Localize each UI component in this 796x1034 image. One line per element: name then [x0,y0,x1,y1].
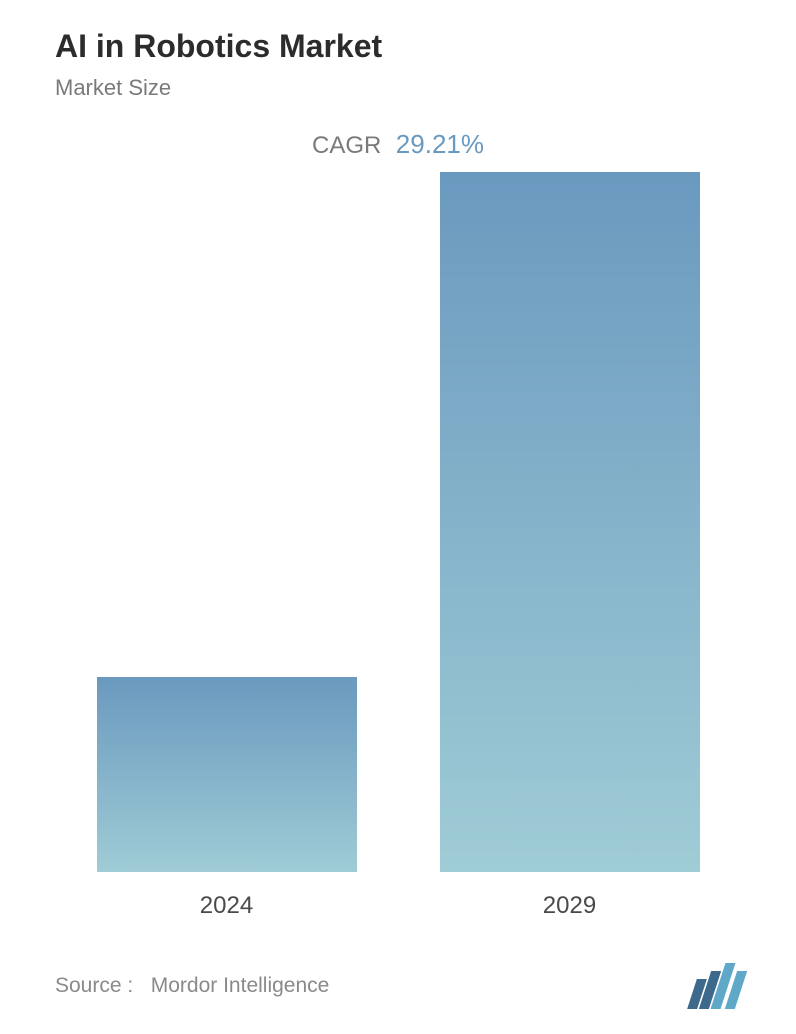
cagr-label: CAGR [312,132,381,159]
bar-column: 2029 [440,172,700,920]
chart-title: AI in Robotics Market [0,0,796,65]
bar-label: 2024 [200,892,253,920]
chart-subtitle: Market Size [0,65,796,101]
source-text: Source : Mordor Intelligence [55,974,329,998]
source-label: Source : [55,974,133,997]
brand-logo-icon [692,963,741,1009]
bar [440,172,700,872]
cagr-row: CAGR 29.21% [0,101,796,160]
source-name: Mordor Intelligence [151,974,330,997]
bar-chart: 2024 2029 [55,200,741,920]
cagr-value: 29.21% [396,129,484,159]
bar [97,677,357,872]
footer: Source : Mordor Intelligence [55,963,741,1009]
bar-label: 2029 [543,892,596,920]
bar-column: 2024 [97,677,357,920]
